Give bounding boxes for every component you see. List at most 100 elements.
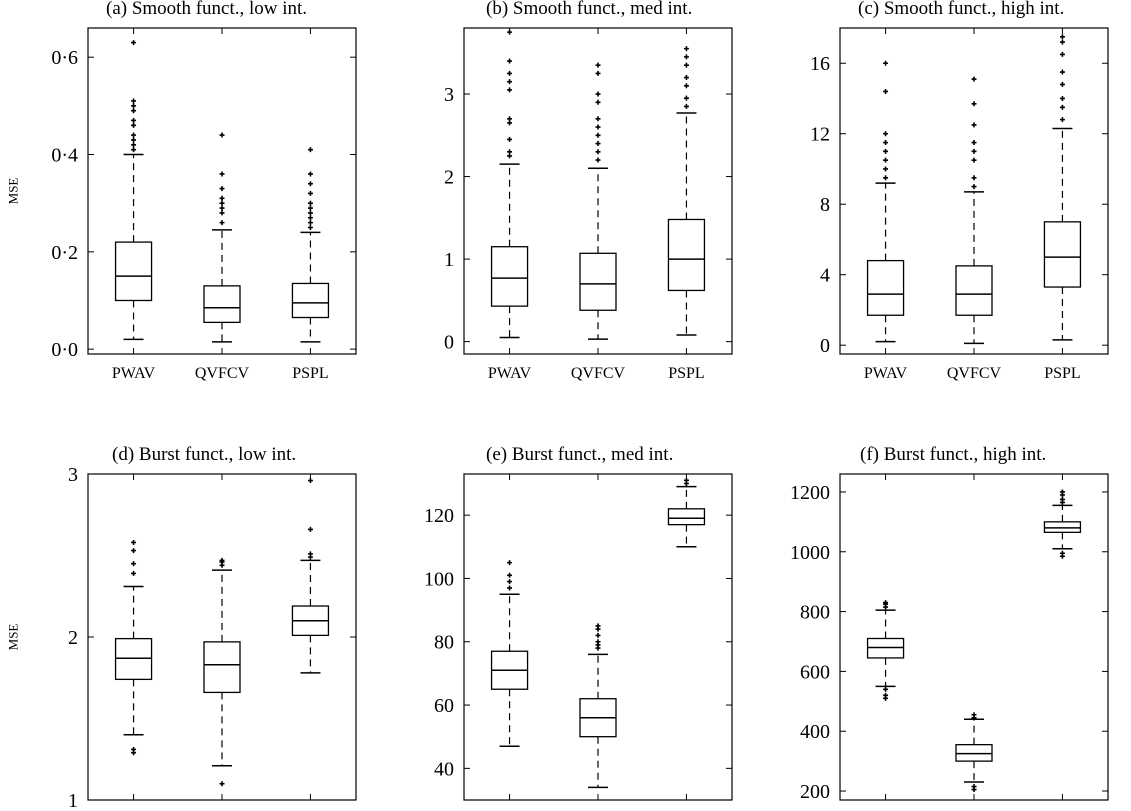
outlier-point: [683, 75, 689, 81]
panel-title: (d) Burst funct., low int.: [112, 444, 297, 465]
box-pwav: [866, 60, 905, 343]
outlier-point: [507, 585, 513, 591]
outlier-point: [1059, 51, 1065, 57]
box-pwav: [490, 29, 529, 339]
outlier-point: [595, 70, 601, 76]
y-tick-label: 0: [444, 332, 454, 354]
outlier-point: [307, 190, 313, 196]
outlier-point: [307, 210, 313, 216]
y-tick-label: 1000: [790, 542, 830, 564]
y-tick-label: 1: [444, 249, 454, 271]
outlier-point: [507, 70, 513, 76]
outlier-point: [595, 149, 601, 155]
box-qvfcv: [579, 62, 617, 340]
x-tick-label: PSPL: [292, 365, 328, 382]
outlier-point: [507, 87, 513, 93]
box-pspl: [1043, 489, 1082, 559]
outlier-point: [883, 157, 889, 163]
outlier-point: [219, 220, 225, 226]
outlier-point: [507, 560, 513, 566]
iqr-box: [114, 637, 153, 681]
box-pwav: [114, 40, 153, 341]
outlier-point: [883, 60, 889, 66]
outlier-point: [883, 692, 889, 698]
iqr-box: [955, 265, 993, 316]
outlier-point: [307, 551, 313, 557]
y-tick-label: 0: [820, 335, 830, 357]
outlier-point: [307, 171, 313, 177]
iqr-box: [667, 508, 706, 526]
outlier-point: [595, 99, 601, 105]
iqr-box: [203, 641, 241, 694]
y-tick-label: 60: [434, 695, 454, 717]
box-pspl: [667, 46, 706, 336]
panel-title: (f) Burst funct., high int.: [860, 444, 1047, 465]
outlier-point: [507, 58, 513, 64]
y-tick-label: 12: [810, 124, 830, 146]
outlier-point: [219, 200, 225, 206]
iqr-box: [667, 218, 706, 292]
box-qvfcv: [203, 132, 241, 343]
box-pspl: [1043, 34, 1082, 341]
outlier-point: [507, 149, 513, 155]
outlier-point: [683, 477, 689, 483]
box-pspl: [291, 478, 330, 674]
outlier-point: [971, 101, 977, 107]
y-tick-label: 1: [68, 790, 78, 811]
y-tick-label: 400: [800, 721, 830, 743]
outlier-point: [1059, 69, 1065, 75]
iqr-box: [1043, 221, 1082, 288]
iqr-box: [203, 285, 241, 324]
y-tick-label: 120: [424, 505, 454, 527]
outlier-point: [1059, 496, 1065, 502]
outlier-point: [219, 186, 225, 192]
y-tick-label: 0·4: [51, 145, 78, 167]
outlier-point: [683, 54, 689, 60]
y-tick-label: 100: [424, 568, 454, 590]
outlier-point: [131, 40, 137, 46]
outlier-point: [883, 148, 889, 154]
outlier-point: [507, 79, 513, 85]
x-tick-label: QVFCV: [947, 365, 1002, 382]
outlier-point: [971, 76, 977, 82]
y-tick-label: 4: [820, 265, 830, 287]
outlier-point: [307, 224, 313, 230]
outlier-point: [131, 98, 137, 104]
panel-title: (c) Smooth funct., high int.: [858, 0, 1065, 19]
panel-title: (b) Smooth funct., med int.: [486, 0, 693, 19]
outlier-point: [507, 579, 513, 585]
outlier-point: [131, 132, 137, 138]
y-tick-label: 800: [800, 602, 830, 624]
x-tick-label: PWAV: [488, 365, 532, 382]
outlier-point: [131, 142, 137, 148]
y-tick-label: 8: [820, 194, 830, 216]
outlier-point: [131, 117, 137, 123]
y-tick-label: 0·0: [51, 339, 78, 361]
outlier-point: [219, 205, 225, 211]
y-tick-label: 2: [444, 167, 454, 189]
outlier-point: [883, 686, 889, 692]
outlier-point: [1059, 39, 1065, 45]
outlier-point: [131, 103, 137, 109]
outlier-point: [595, 91, 601, 97]
y-tick-label: 3: [68, 464, 78, 486]
panel-title: (e) Burst funct., med int.: [486, 444, 674, 465]
y-tick-label: 40: [434, 758, 454, 780]
x-tick-label: PSPL: [668, 365, 704, 382]
outlier-point: [1059, 34, 1065, 40]
outlier-point: [595, 623, 601, 629]
outlier-point: [507, 29, 513, 35]
outlier-point: [883, 166, 889, 172]
outlier-point: [595, 639, 601, 645]
x-tick-label: PWAV: [864, 365, 908, 382]
outlier-point: [971, 712, 977, 718]
outlier-point: [307, 181, 313, 187]
outlier-point: [307, 220, 313, 226]
x-tick-label: QVFCV: [571, 365, 626, 382]
panel-title: (a) Smooth funct., low int.: [106, 0, 308, 19]
outlier-point: [883, 175, 889, 181]
y-tick-label: 1200: [790, 482, 830, 504]
iqr-box: [490, 246, 529, 307]
